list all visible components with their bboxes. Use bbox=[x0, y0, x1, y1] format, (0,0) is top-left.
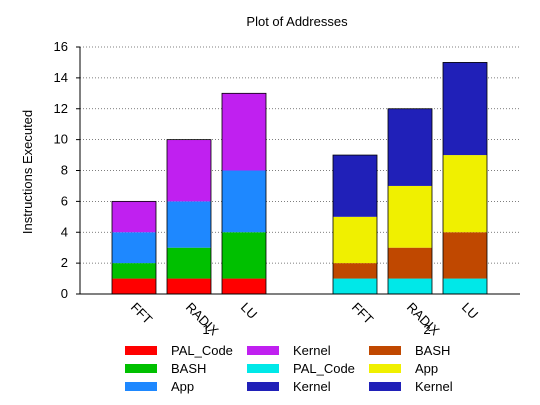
bar-segment bbox=[443, 278, 487, 294]
y-tick-label: 2 bbox=[61, 255, 68, 270]
bar-segment bbox=[388, 247, 432, 279]
y-axis-label: Instructions Executed bbox=[20, 110, 35, 234]
y-tick-label: 8 bbox=[61, 163, 68, 178]
y-tick-label: 10 bbox=[54, 132, 68, 147]
bar-segment bbox=[443, 62, 487, 156]
y-tick-label: 0 bbox=[61, 286, 68, 301]
bar-segment bbox=[112, 263, 156, 279]
bar-segment bbox=[388, 108, 432, 186]
y-tick-label: 16 bbox=[54, 39, 68, 54]
bar-segment bbox=[388, 278, 432, 294]
x-tick-label: LU bbox=[459, 300, 481, 322]
bar-segment bbox=[443, 232, 487, 279]
bar-segment bbox=[222, 232, 266, 279]
group-label: 1 bbox=[202, 322, 209, 337]
y-tick-label: 6 bbox=[61, 193, 68, 208]
bar-segment bbox=[167, 247, 211, 279]
bar-segment bbox=[167, 139, 211, 202]
group-label: 2 bbox=[423, 322, 430, 337]
bar-segment bbox=[222, 170, 266, 233]
y-ticks: 0 2 4 6 8 10 12 14 16 bbox=[54, 39, 68, 301]
bar-segment bbox=[388, 185, 432, 248]
x-tick-label: LU bbox=[238, 300, 260, 322]
bar-segment bbox=[112, 278, 156, 294]
x-tick-label: FFT bbox=[128, 300, 155, 327]
chart-title: Plot of Addresses bbox=[246, 14, 348, 29]
bar-segment bbox=[333, 216, 377, 264]
y-tick-label: 4 bbox=[61, 224, 68, 239]
x-tick-label: FFT bbox=[349, 300, 376, 327]
bar-segment bbox=[333, 263, 377, 279]
bar-segment bbox=[222, 278, 266, 294]
bar-segment bbox=[443, 155, 487, 233]
bar-segment bbox=[112, 201, 156, 233]
y-tick-label: 12 bbox=[54, 101, 68, 116]
bar-segment bbox=[333, 278, 377, 294]
bar-segment bbox=[222, 93, 266, 171]
axes bbox=[76, 46, 520, 295]
y-tick-label: 14 bbox=[54, 70, 68, 85]
bar-segment bbox=[167, 278, 211, 294]
bar-segment bbox=[112, 232, 156, 264]
bars bbox=[111, 62, 488, 295]
bar-segment bbox=[167, 201, 211, 248]
bar-segment bbox=[333, 155, 377, 217]
